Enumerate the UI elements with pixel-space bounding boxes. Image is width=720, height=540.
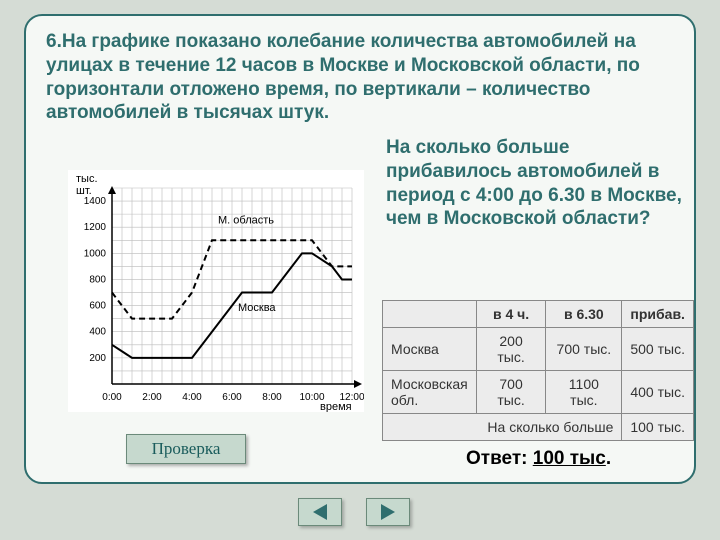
check-button[interactable]: Проверка <box>126 434 246 464</box>
svg-text:4:00: 4:00 <box>182 392 202 403</box>
table-row: Московская обл.700 тыс.1100 тыс.400 тыс. <box>383 371 694 414</box>
svg-text:шт.: шт. <box>76 185 92 197</box>
table-cell: Московская обл. <box>383 371 477 414</box>
answer-label: Ответ: <box>466 448 527 469</box>
table-header: в 6.30 <box>546 301 622 328</box>
problem-text: 6.На графике показано колебание количест… <box>46 30 674 125</box>
answer-value: 100 тыс <box>533 448 606 469</box>
prev-button[interactable] <box>298 498 342 526</box>
svg-text:1200: 1200 <box>84 222 107 233</box>
svg-text:800: 800 <box>89 274 106 285</box>
table-header <box>383 301 477 328</box>
answer-dot: . <box>606 448 611 469</box>
arrow-left-icon <box>313 504 327 520</box>
svg-text:1400: 1400 <box>84 196 107 207</box>
table-footer-row: На сколько больше100 тыс. <box>383 414 694 441</box>
next-button[interactable] <box>366 498 410 526</box>
table-cell: 700 тыс. <box>476 371 546 414</box>
svg-text:200: 200 <box>89 353 106 364</box>
table-header: в 4 ч. <box>476 301 546 328</box>
nav-buttons <box>298 498 410 526</box>
data-table: в 4 ч.в 6.30прибав. Москва200 тыс.700 ты… <box>382 300 694 441</box>
table-cell: Москва <box>383 328 477 371</box>
table-footer-label: На сколько больше <box>383 414 622 441</box>
question-text: На сколько больше прибавилось автомобиле… <box>386 136 686 231</box>
table-cell: 200 тыс. <box>476 328 546 371</box>
svg-text:6:00: 6:00 <box>222 392 242 403</box>
svg-text:Москва: Москва <box>238 302 276 314</box>
svg-text:тыс.: тыс. <box>76 173 98 185</box>
table-cell: 500 тыс. <box>622 328 694 371</box>
table-cell: 700 тыс. <box>546 328 622 371</box>
svg-text:0:00: 0:00 <box>102 392 122 403</box>
svg-text:М. область: М. область <box>218 214 274 226</box>
svg-text:8:00: 8:00 <box>262 392 282 403</box>
svg-text:время: время <box>320 401 352 412</box>
answer-line: Ответ: 100 тыс. <box>466 448 611 470</box>
content-card: 6.На графике показано колебание количест… <box>24 14 696 484</box>
table-row: Москва200 тыс.700 тыс.500 тыс. <box>383 328 694 371</box>
svg-text:400: 400 <box>89 327 106 338</box>
table-cell: 1100 тыс. <box>546 371 622 414</box>
svg-text:2:00: 2:00 <box>142 392 162 403</box>
arrow-right-icon <box>381 504 395 520</box>
svg-text:1000: 1000 <box>84 248 107 259</box>
table-footer-value: 100 тыс. <box>622 414 694 441</box>
chart: 200 400 600 800 1000 1200 1400 0:00 2:00 4:00 6:00… <box>68 170 364 412</box>
svg-text:600: 600 <box>89 301 106 312</box>
table-cell: 400 тыс. <box>622 371 694 414</box>
table-header: прибав. <box>622 301 694 328</box>
chart-svg: 200 400 600 800 1000 1200 1400 0:00 2:00 4:00 6:00… <box>68 170 364 412</box>
